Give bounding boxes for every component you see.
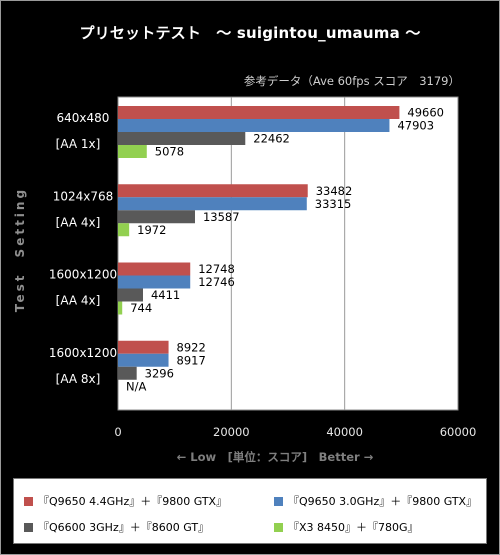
bar — [118, 340, 169, 354]
bar — [118, 197, 307, 211]
bar-chart: 0 20000 40000 60000 640x480 [AA 1x] 4966047903… — [13, 96, 477, 464]
legend-label-1: 『Q9650 4.4GHz』＋『9800 GTX』 — [38, 495, 228, 508]
legend: 『Q9650 4.4GHz』＋『9800 GTX』 『Q9650 3.0GHz』… — [13, 478, 487, 544]
y-category-sublabel: [AA 4x] — [56, 215, 101, 229]
legend-swatch-2 — [274, 496, 283, 506]
legend-swatch-3 — [24, 522, 33, 532]
legend-label-3: 『Q6600 3GHz』＋『8600 GT』 — [38, 521, 210, 534]
chart-title: プリセットテスト ～ suigintou_umauma ～ — [79, 24, 421, 42]
y-category-label: 1600x1200 — [49, 346, 117, 360]
bar — [118, 145, 147, 158]
data-label: 744 — [130, 301, 152, 315]
y-category-label: 1600x1200 — [49, 268, 117, 282]
legend-item-3: 『Q6600 3GHz』＋『8600 GT』 — [24, 519, 209, 535]
bar — [118, 262, 191, 276]
y-category-sublabel: [AA 1x] — [56, 137, 101, 151]
bar — [118, 184, 308, 198]
x-tick-label: 20000 — [213, 425, 250, 439]
bar — [118, 223, 130, 237]
legend-swatch-1 — [24, 496, 33, 506]
bar — [118, 353, 169, 367]
y-category-sublabel: [AA 8x] — [56, 372, 101, 386]
data-label: 13587 — [203, 210, 240, 224]
y-category-sublabel: [AA 4x] — [56, 294, 101, 308]
x-tick-label: 60000 — [440, 425, 477, 439]
data-label: 22462 — [253, 132, 290, 146]
chart-subtitle: 参考データ（Ave 60fps スコア 3179） — [243, 74, 460, 88]
bar — [118, 106, 400, 119]
data-label: 1972 — [137, 223, 166, 237]
bar — [118, 301, 123, 315]
legend-label-2: 『Q9650 3.0GHz』＋『9800 GTX』 — [288, 495, 478, 508]
data-label: 8917 — [177, 353, 206, 367]
data-label: 12746 — [198, 275, 235, 289]
data-label: 49660 — [407, 106, 444, 120]
y-category-label: 1024x768 — [53, 189, 114, 203]
x-tick-label: 0 — [114, 425, 121, 439]
data-label: 3296 — [145, 366, 174, 380]
data-label: N/A — [126, 379, 146, 393]
data-label: 4411 — [151, 288, 180, 302]
legend-swatch-4 — [274, 522, 283, 532]
bar — [118, 366, 137, 380]
legend-label-4: 『X3 8450』＋『780G』 — [288, 521, 419, 534]
data-label: 33482 — [316, 184, 353, 198]
x-axis-label: ← Low [単位：スコア] Better → — [177, 450, 374, 464]
bar — [118, 275, 191, 289]
data-label: 8922 — [177, 340, 206, 354]
legend-item-4: 『X3 8450』＋『780G』 — [274, 519, 419, 535]
data-label: 47903 — [397, 119, 434, 133]
legend-item-1: 『Q9650 4.4GHz』＋『9800 GTX』 — [24, 493, 227, 509]
bar — [118, 132, 246, 145]
data-label: 12748 — [198, 262, 235, 276]
legend-item-2: 『Q9650 3.0GHz』＋『9800 GTX』 — [274, 493, 477, 509]
bar — [118, 210, 195, 224]
x-tick-label: 40000 — [326, 425, 363, 439]
y-category-label: 640x480 — [57, 111, 110, 125]
bar — [118, 288, 143, 302]
y-axis-label: Test Setting — [13, 187, 27, 312]
plot-area — [117, 96, 459, 411]
data-label: 33315 — [315, 197, 352, 211]
bar — [118, 119, 390, 132]
data-label: 5078 — [155, 145, 184, 159]
